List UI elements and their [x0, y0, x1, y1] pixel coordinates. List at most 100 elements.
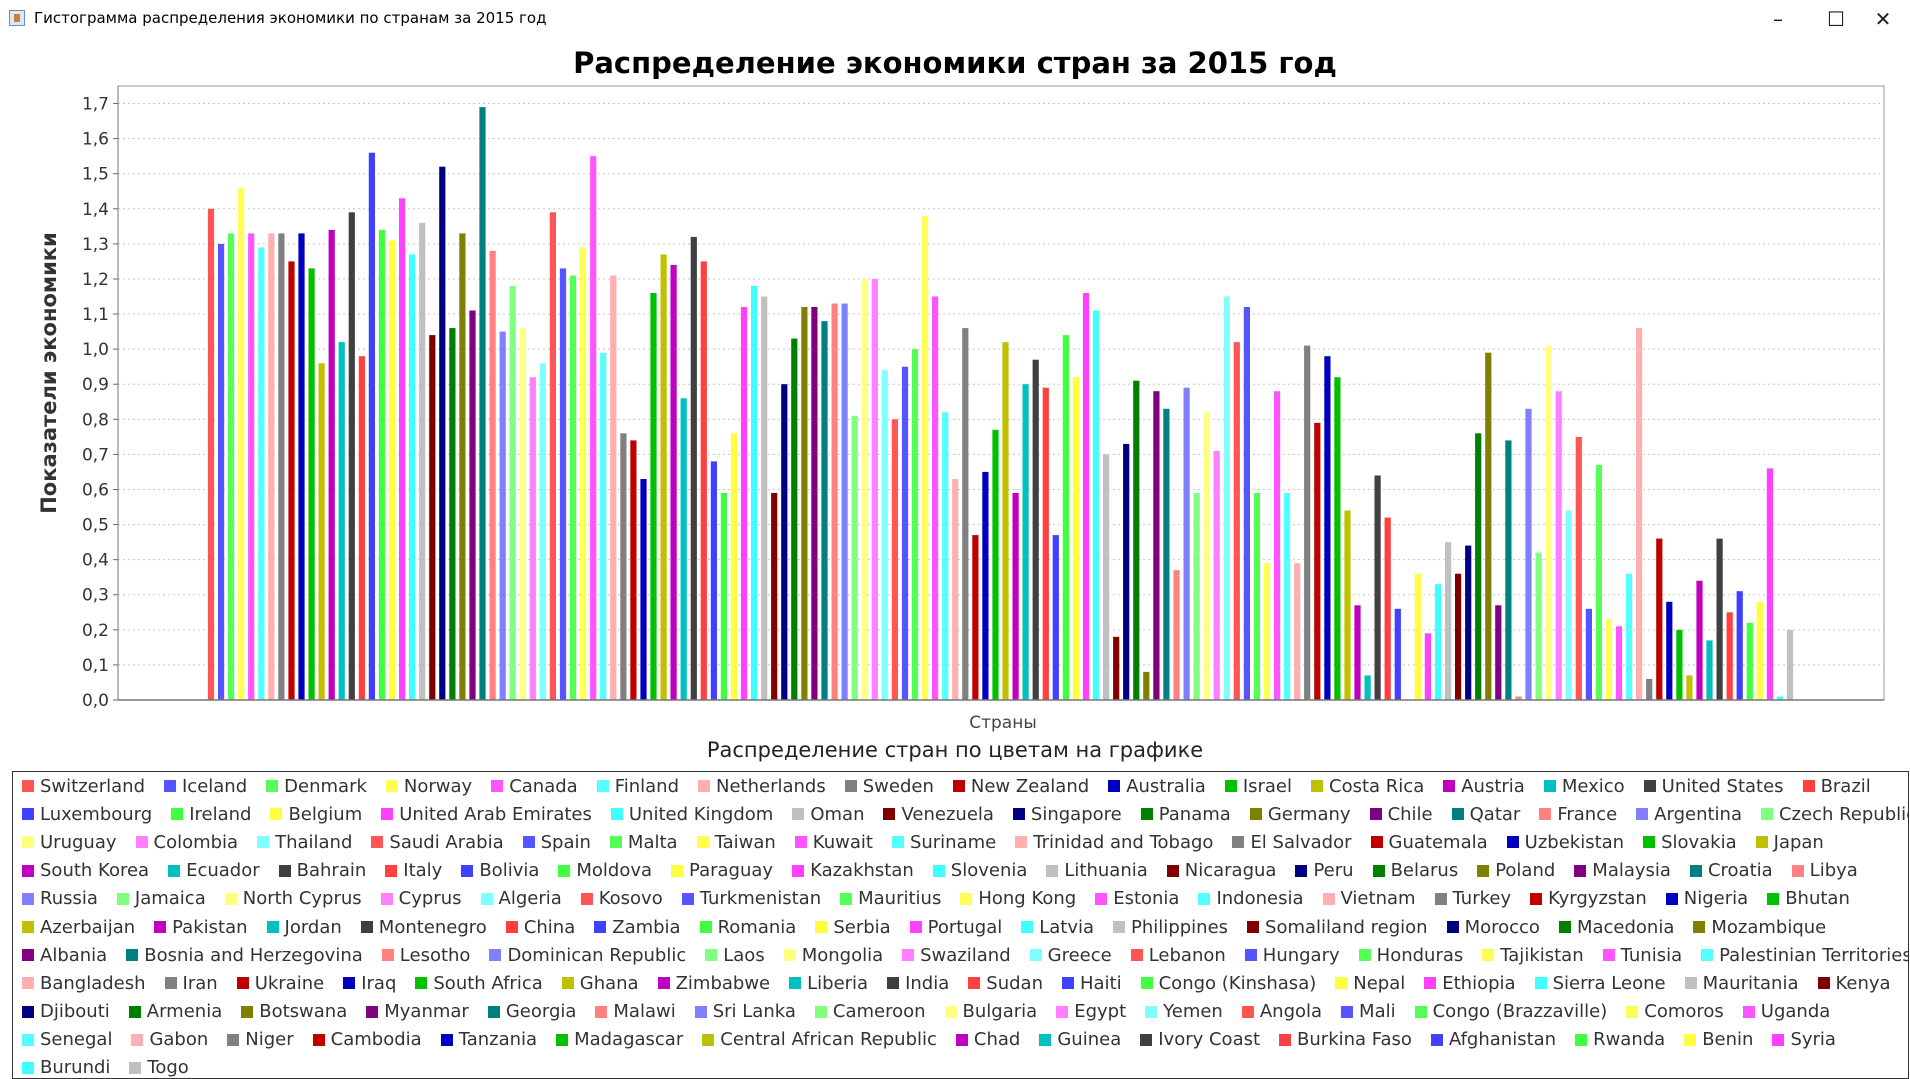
bar	[1183, 387, 1190, 700]
bar	[388, 240, 396, 700]
legend-swatch	[594, 921, 607, 934]
bar	[740, 307, 748, 700]
legend-swatch	[783, 949, 796, 962]
legend-item: Australia	[1099, 776, 1216, 797]
legend-swatch	[1249, 808, 1262, 821]
legend-item: United Arab Emirates	[372, 804, 602, 825]
legend-label: Nicaragua	[1184, 860, 1277, 882]
legend-label: Singapore	[1030, 803, 1122, 825]
bar	[207, 208, 215, 701]
legend-item: Egypt	[1047, 1001, 1136, 1022]
legend-swatch	[257, 836, 270, 849]
legend-item: Bangladesh	[13, 973, 156, 994]
bar	[751, 286, 758, 700]
legend-swatch	[22, 892, 34, 905]
legend-label: Comoros	[1644, 1001, 1724, 1023]
legend-label: Cambodia	[330, 1029, 422, 1051]
legend-swatch	[505, 921, 518, 934]
legend-label: Gabon	[149, 1029, 209, 1051]
legend-label: Philippines	[1131, 916, 1229, 938]
legend-item: Bulgaria	[936, 1001, 1048, 1022]
bar	[1726, 612, 1733, 700]
legend-item: Tajikistan	[1473, 945, 1593, 966]
legend-swatch	[1056, 1005, 1069, 1018]
legend-item: Comoros	[1617, 1001, 1734, 1022]
bar	[1052, 535, 1059, 700]
bar	[348, 212, 355, 701]
legend-label: Myanmar	[384, 1001, 469, 1023]
app-icon	[9, 10, 25, 26]
legend-swatch	[1244, 949, 1257, 962]
legend-swatch	[1602, 949, 1615, 962]
legend-label: Sweden	[862, 775, 934, 797]
legend-item: Macedonia	[1550, 917, 1684, 938]
maximize-button[interactable]: ☐	[1827, 7, 1845, 31]
legend-label: Estonia	[1113, 888, 1180, 910]
legend-item: Congo (Brazzaville)	[1406, 1001, 1618, 1022]
legend-label: Turkey	[1452, 888, 1512, 910]
legend-label: Vietnam	[1340, 888, 1416, 910]
legend-swatch	[1626, 1005, 1639, 1018]
bar	[811, 307, 818, 700]
legend-item: Mexico	[1535, 776, 1635, 797]
legend-item: Switzerland	[13, 776, 155, 797]
bar	[1646, 678, 1653, 700]
y-tick-label: 0,9	[82, 375, 109, 395]
legend-swatch	[1530, 892, 1543, 905]
legend-label: Uganda	[1760, 1001, 1831, 1023]
legend-label: Denmark	[284, 775, 367, 797]
legend-item: Mauritius	[831, 888, 951, 909]
legend-swatch	[1643, 836, 1656, 849]
legend-item: Poland	[1468, 860, 1565, 881]
close-button[interactable]: ✕	[1874, 7, 1892, 31]
bar	[1143, 671, 1150, 700]
legend-item: North Cyprus	[216, 888, 372, 909]
bar	[1455, 573, 1462, 700]
legend-swatch	[1061, 977, 1074, 990]
legend-swatch	[694, 1005, 707, 1018]
legend-label: India	[905, 972, 950, 994]
legend-swatch	[22, 1033, 34, 1046]
legend-item: Italy	[376, 860, 452, 881]
legend-item: Malaysia	[1565, 860, 1681, 881]
bar	[549, 212, 556, 701]
y-tick-label: 1,2	[82, 270, 109, 290]
legend-item: Ireland	[162, 804, 261, 825]
bar	[298, 233, 305, 700]
legend-item: Philippines	[1104, 917, 1238, 938]
legend-label: Pakistan	[172, 916, 248, 938]
bar	[861, 279, 868, 700]
legend-swatch	[705, 949, 718, 962]
legend-label: Venezuela	[901, 803, 994, 825]
legend-label: Romania	[717, 916, 797, 938]
bar	[670, 264, 677, 700]
bar	[942, 412, 949, 700]
legend-swatch	[596, 780, 609, 793]
bar	[841, 303, 848, 700]
legend-swatch	[792, 864, 805, 877]
legend-item: Mongolia	[775, 945, 893, 966]
legend-item: Ethiopia	[1415, 973, 1525, 994]
legend-label: Lebanon	[1148, 944, 1226, 966]
legend-item: Ivory Coast	[1131, 1029, 1270, 1050]
legend-swatch	[312, 1033, 325, 1046]
legend-label: Syria	[1790, 1029, 1836, 1051]
legend-label: Malaysia	[1592, 860, 1671, 882]
legend-swatch	[944, 1005, 957, 1018]
legend-swatch	[561, 977, 574, 990]
legend-swatch	[171, 808, 184, 821]
legend-label: Panama	[1158, 803, 1231, 825]
bar	[479, 107, 486, 701]
legend-swatch	[360, 921, 373, 934]
legend-item: Togo	[120, 1057, 198, 1078]
legend-item: Netherlands	[689, 776, 836, 797]
minimize-button[interactable]: –	[1773, 7, 1783, 31]
legend-item: Burkina Faso	[1270, 1029, 1422, 1050]
legend-swatch	[241, 1005, 254, 1018]
legend-label: Bosnia and Herzegovina	[144, 944, 363, 966]
legend-label: Luxembourg	[40, 803, 153, 825]
bar	[1304, 345, 1311, 700]
bar	[1766, 468, 1773, 700]
legend-label: Laos	[723, 944, 765, 966]
legend-label: China	[523, 916, 576, 938]
